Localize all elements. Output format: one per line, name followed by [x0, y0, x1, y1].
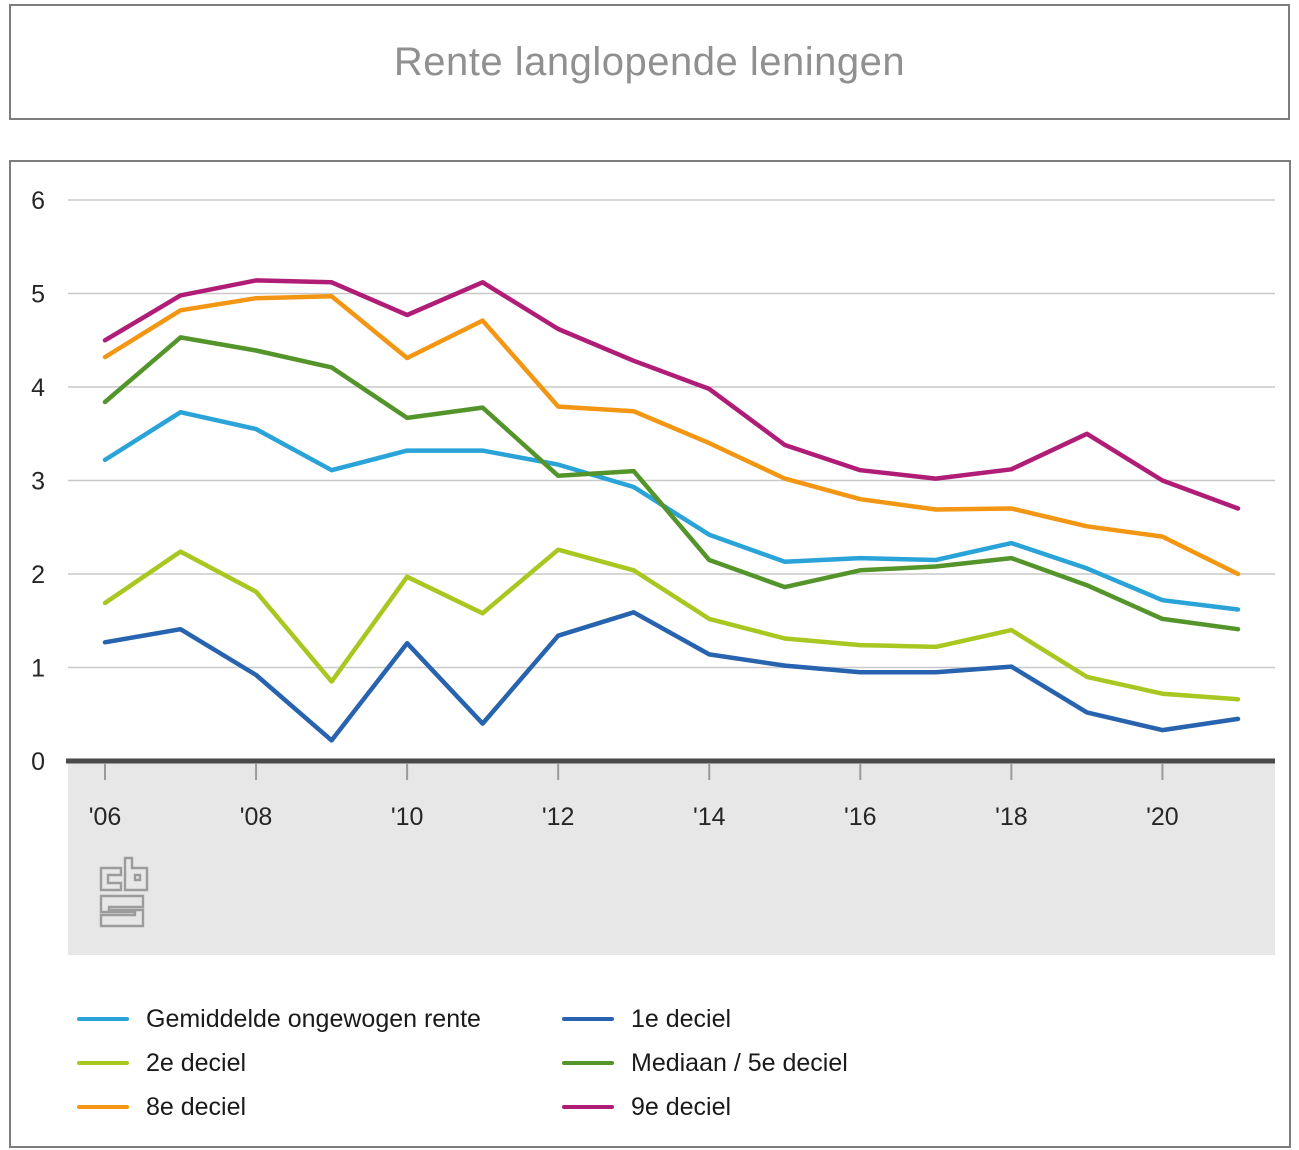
cbs-logo-b — [123, 856, 149, 892]
series-line-9e-deciel — [102, 278, 1241, 511]
y-axis-label-3: 3 — [31, 468, 45, 496]
legend-label-mediaan-5e-deciel: Mediaan / 5e deciel — [631, 1049, 848, 1077]
series-line-gemiddelde-ongewogen-rente — [102, 409, 1241, 612]
legend-swatch-2e-deciel — [77, 1061, 129, 1065]
cbs-logo-s — [99, 894, 145, 928]
y-axis-label-0: 0 — [31, 748, 45, 776]
legend-swatch-8e-deciel — [77, 1105, 129, 1109]
legend-swatch-1e-deciel — [562, 1017, 614, 1021]
x-axis-label-2020: '20 — [1146, 803, 1179, 831]
legend-label-1e-deciel: 1e deciel — [631, 1005, 732, 1033]
line-chart-canvas: 0 1 2 3 4 5 6 '06 '08 '10 '12 '14 '16 '18 '20 — [31, 187, 1275, 955]
x-axis-label-2012: '12 — [542, 803, 575, 831]
chart-panel: 0 1 2 3 4 5 6 '06 '08 '10 '12 '14 '16 '18 '20 Gemiddel… — [9, 160, 1291, 1148]
cbs-logo-c — [99, 866, 123, 892]
legend-swatch-gemiddelde-ongewogen-rente — [77, 1017, 129, 1021]
x-axis-label-2014: '14 — [693, 803, 726, 831]
legend-label-8e-deciel: 8e deciel — [146, 1093, 247, 1121]
x-axis-label-2010: '10 — [391, 803, 424, 831]
y-axis-label-5: 5 — [31, 281, 45, 309]
legend-item-mediaan-5e-deciel: Mediaan / 5e deciel — [562, 1049, 848, 1077]
cbs-logo-b-counter — [133, 873, 142, 882]
x-axis-label-2006: '06 — [89, 803, 122, 831]
cbs-logo-icon — [99, 856, 149, 928]
x-axis-band — [68, 763, 1275, 955]
y-axis-label-6: 6 — [31, 187, 45, 215]
chart-legend: Gemiddelde ongewogen rente 2e deciel 8e de… — [77, 1005, 848, 1121]
chart-title-panel: Rente langlopende leningen — [9, 4, 1290, 120]
legend-item-2e-deciel: 2e deciel — [77, 1049, 562, 1077]
legend-label-2e-deciel: 2e deciel — [146, 1049, 247, 1077]
series-line-2e-deciel — [102, 547, 1241, 702]
legend-item-gemiddelde-ongewogen-rente: Gemiddelde ongewogen rente — [77, 1005, 562, 1033]
y-axis-label-4: 4 — [31, 374, 45, 402]
legend-item-8e-deciel: 8e deciel — [77, 1093, 562, 1121]
legend-swatch-9e-deciel — [562, 1105, 614, 1109]
legend-swatch-mediaan-5e-deciel — [562, 1061, 614, 1065]
legend-label-9e-deciel: 9e deciel — [631, 1093, 732, 1121]
x-axis-label-2018: '18 — [995, 803, 1028, 831]
x-axis-label-2016: '16 — [844, 803, 877, 831]
y-axis-label-2: 2 — [31, 561, 45, 589]
series-line-8e-deciel — [102, 294, 1241, 577]
legend-item-9e-deciel: 9e deciel — [562, 1093, 848, 1121]
legend-label-gemiddelde-ongewogen-rente: Gemiddelde ongewogen rente — [146, 1005, 481, 1033]
x-axis-label-2008: '08 — [240, 803, 273, 831]
page-title: Rente langlopende leningen — [393, 39, 906, 84]
series-line-mediaan-5e-deciel — [102, 335, 1241, 632]
legend-item-1e-deciel: 1e deciel — [562, 1005, 848, 1033]
y-axis-label-1: 1 — [31, 655, 45, 683]
series-line-1e-deciel — [102, 610, 1241, 743]
